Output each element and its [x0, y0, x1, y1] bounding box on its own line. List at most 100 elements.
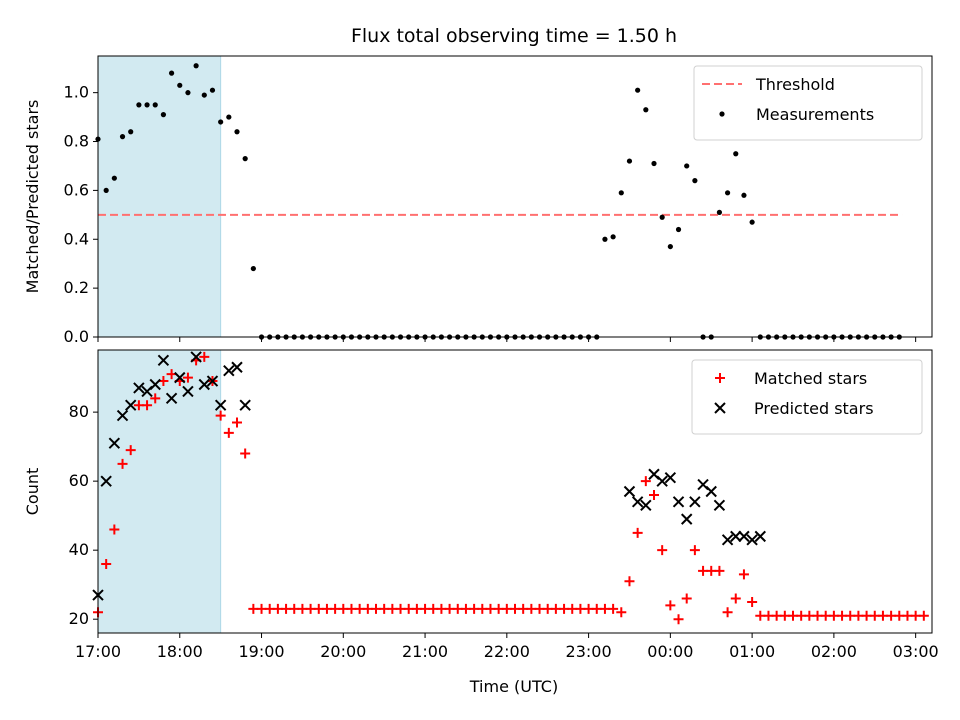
data-point	[198, 378, 211, 391]
series-1	[93, 351, 929, 625]
x-tick-label: 01:00	[729, 642, 775, 661]
legend: Matched stars Predicted stars	[691, 359, 923, 435]
data-point	[705, 485, 717, 498]
data-point	[624, 576, 635, 587]
data-point	[659, 214, 665, 220]
data-point	[730, 593, 741, 604]
data-point	[602, 236, 608, 242]
data-point	[193, 63, 199, 69]
data-point	[681, 593, 692, 604]
data-point	[223, 427, 234, 438]
y-tick-label: 0.4	[64, 229, 89, 248]
data-point	[206, 375, 219, 387]
plot-frame	[97, 55, 933, 338]
data-point	[713, 499, 726, 512]
shaded-span	[97, 349, 222, 634]
data-point	[640, 499, 652, 512]
data-point	[168, 70, 175, 76]
data-point	[714, 565, 725, 576]
data-point	[223, 364, 235, 377]
data-point	[724, 190, 731, 196]
data-point	[689, 545, 700, 556]
x-tick-label: 18:00	[157, 642, 203, 661]
data-point	[109, 524, 120, 535]
y-tick-label: 0.8	[64, 132, 89, 151]
x-tick-label: 22:00	[484, 642, 530, 661]
y-tick-label: 60	[69, 471, 89, 490]
y-axis-label: Matched/Predicted stars	[23, 100, 42, 294]
data-point	[232, 417, 242, 428]
chart-title: Flux total observing time = 1.50 h	[351, 25, 677, 47]
data-point	[242, 156, 248, 162]
data-point	[201, 92, 207, 98]
data-point	[136, 102, 142, 108]
data-point	[128, 129, 134, 135]
y-tick-label: 1.0	[64, 83, 89, 102]
data-point	[667, 243, 673, 250]
data-point	[182, 372, 193, 383]
data-point	[218, 119, 224, 125]
data-point	[119, 134, 126, 140]
data-point	[918, 610, 929, 621]
data-point	[182, 385, 194, 398]
y-tick-label: 0.6	[64, 180, 89, 199]
data-point	[741, 192, 747, 198]
x-tick-label: 19:00	[238, 642, 284, 661]
y-tick-label: 40	[69, 540, 89, 559]
data-point	[754, 530, 767, 543]
shaded-span	[97, 55, 222, 338]
data-point	[150, 393, 161, 404]
data-point	[657, 545, 668, 556]
data-point	[215, 410, 226, 421]
data-point	[165, 392, 178, 405]
legend-swatch	[719, 111, 725, 117]
data-point	[133, 382, 145, 394]
data-point	[610, 234, 616, 240]
data-point	[234, 129, 240, 135]
data-point	[199, 351, 210, 362]
data-point	[157, 354, 170, 367]
data-point	[174, 371, 186, 384]
data-point	[226, 114, 232, 120]
y-tick-label: 0.2	[64, 278, 89, 297]
legend-swatch	[715, 373, 725, 383]
data-point	[672, 496, 685, 508]
data-point	[635, 87, 641, 93]
data-point	[692, 178, 698, 184]
data-point	[747, 596, 758, 607]
x-tick-label: 21:00	[402, 642, 448, 661]
data-point	[185, 90, 191, 96]
data-point	[640, 476, 651, 487]
data-point	[108, 437, 121, 449]
data-point	[689, 496, 701, 508]
data-point	[142, 400, 153, 411]
x-tick-label: 00:00	[647, 642, 693, 661]
data-point	[738, 569, 749, 580]
legend-label: Threshold	[755, 75, 835, 94]
bottom-panel: 20 40 60 80 17:00 18:00 19:00 20:00 21:00 22:00 23…	[23, 349, 939, 661]
data-point	[149, 378, 161, 391]
data-point	[190, 351, 202, 363]
data-point	[144, 102, 150, 108]
legend: Threshold Measurements	[693, 65, 923, 141]
data-point	[623, 485, 636, 498]
data-point	[733, 151, 739, 157]
data-point	[214, 399, 227, 411]
legend-swatch	[714, 402, 726, 414]
data-point	[626, 158, 633, 164]
data-point	[177, 82, 183, 88]
data-point	[231, 361, 243, 373]
legend-label: Measurements	[756, 105, 874, 124]
y-axis-label: Count	[23, 468, 42, 516]
x-axis-label: Time (UTC)	[469, 677, 558, 696]
data-point	[675, 226, 682, 233]
x-tick-label: 03:00	[893, 642, 939, 661]
y-tick-label: 80	[69, 402, 89, 421]
data-point	[716, 209, 723, 215]
data-point	[680, 513, 693, 525]
data-point	[684, 163, 690, 169]
data-point	[656, 475, 668, 487]
series-2	[92, 351, 767, 601]
data-point	[125, 445, 136, 456]
